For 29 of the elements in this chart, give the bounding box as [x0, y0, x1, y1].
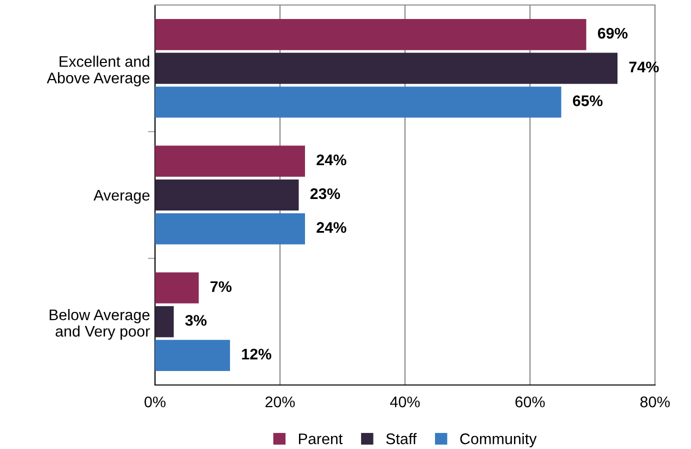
data-label: 24%	[316, 154, 346, 166]
x-tick-label: 80%	[640, 396, 670, 408]
legend-label: Community	[460, 433, 537, 448]
x-tick-label: 0%	[144, 396, 166, 408]
y-tick-label: Excellent and Above Average	[46, 56, 150, 86]
data-label: 74%	[629, 62, 659, 72]
data-label: 12%	[242, 348, 272, 360]
data-label: 23%	[310, 188, 340, 200]
bar	[155, 19, 586, 50]
bar	[155, 306, 174, 338]
bar	[155, 213, 305, 244]
bar	[155, 179, 299, 211]
data-label: 65%	[572, 95, 603, 106]
bar	[155, 52, 618, 84]
x-tick-label: 20%	[265, 396, 295, 408]
y-tick-label: Average	[94, 190, 150, 204]
x-tick-label: 60%	[515, 396, 545, 408]
data-label: 7%	[210, 281, 232, 292]
data-label: 24%	[316, 222, 346, 233]
legend-label: Staff	[386, 433, 417, 444]
legend-label: Parent	[298, 434, 343, 444]
bar	[155, 86, 562, 118]
x-tick-label: 40%	[390, 396, 420, 408]
bar	[155, 340, 230, 371]
y-tick-label: Below Average and Very poor	[50, 309, 150, 340]
data-label: 3%	[185, 314, 207, 326]
bar	[155, 272, 199, 304]
bar	[155, 146, 305, 177]
data-label: 69%	[598, 28, 628, 39]
